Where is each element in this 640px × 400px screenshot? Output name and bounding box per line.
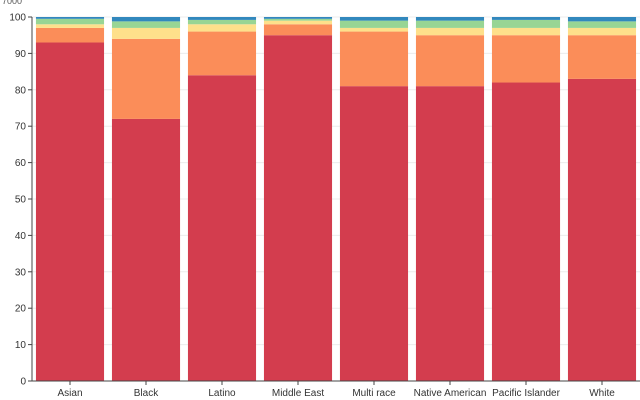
y-tick-label-100: 100 bbox=[9, 13, 26, 24]
y-tick-label-70: 70 bbox=[15, 122, 27, 133]
y-tick-label-0: 0 bbox=[20, 377, 26, 388]
x-tick-label-native-american: Native American bbox=[414, 388, 487, 399]
bar-middle-east-segment-2 bbox=[263, 24, 333, 36]
y-tick-label-10: 10 bbox=[15, 340, 27, 351]
bars bbox=[35, 17, 637, 382]
y-tick-label-50: 50 bbox=[15, 195, 27, 206]
bar-multi-race-segment-2 bbox=[339, 31, 409, 87]
y-tick-label-80: 80 bbox=[15, 85, 27, 96]
bar-native-american-segment-4 bbox=[415, 20, 485, 28]
partial-top-label: 7000 bbox=[2, 0, 22, 6]
bar-latino-segment-2 bbox=[187, 31, 257, 76]
bar-multi-race-segment-3 bbox=[339, 27, 409, 32]
y-axis: 0 10 20 30 40 50 60 70 80 90 100 bbox=[9, 13, 33, 388]
bar-asian-segment-1 bbox=[35, 42, 105, 381]
bar-native-american-segment-5 bbox=[415, 17, 485, 21]
bar-white-segment-5 bbox=[567, 17, 637, 22]
y-tick-label-90: 90 bbox=[15, 49, 27, 60]
bar-white-segment-2 bbox=[567, 35, 637, 79]
bar-latino-segment-3 bbox=[187, 24, 257, 32]
x-axis: Asian Black Latino Middle East Multi race Nat… bbox=[32, 380, 640, 399]
bar-middle-east-segment-4 bbox=[263, 18, 333, 21]
x-tick-label-black: Black bbox=[134, 388, 159, 399]
bar-multi-race-segment-1 bbox=[339, 86, 409, 381]
x-tick-label-asian: Asian bbox=[57, 388, 82, 399]
bar-multi-race-segment-5 bbox=[339, 17, 409, 21]
bar-white-segment-3 bbox=[567, 27, 637, 36]
bar-pacific-islander-segment-5 bbox=[491, 17, 561, 20]
y-tick-label-40: 40 bbox=[15, 231, 27, 242]
bar-pacific-islander-segment-2 bbox=[491, 35, 561, 83]
bar-black-segment-3 bbox=[111, 27, 181, 39]
bar-multi-race-segment-4 bbox=[339, 20, 409, 28]
x-tick-label-middle-east: Middle East bbox=[272, 388, 324, 399]
bar-white-segment-4 bbox=[567, 21, 637, 28]
y-tick-label-30: 30 bbox=[15, 267, 27, 278]
bar-asian-segment-5 bbox=[35, 17, 105, 19]
bar-middle-east-segment-3 bbox=[263, 20, 333, 25]
bar-native-american-segment-2 bbox=[415, 35, 485, 87]
x-tick-label-multi-race: Multi race bbox=[352, 388, 396, 399]
bar-asian-segment-2 bbox=[35, 27, 105, 43]
bar-latino-segment-5 bbox=[187, 17, 257, 20]
bar-latino-segment-4 bbox=[187, 19, 257, 25]
bar-pacific-islander-segment-1 bbox=[491, 82, 561, 382]
bar-native-american-segment-1 bbox=[415, 86, 485, 381]
y-tick-label-20: 20 bbox=[15, 304, 27, 315]
y-tick-label-60: 60 bbox=[15, 158, 27, 169]
bar-black-segment-2 bbox=[111, 38, 181, 119]
bar-black-segment-1 bbox=[111, 118, 181, 382]
bar-middle-east-segment-1 bbox=[263, 35, 333, 381]
bar-black-segment-5 bbox=[111, 17, 181, 22]
bar-asian-segment-3 bbox=[35, 24, 105, 28]
bar-middle-east-segment-5 bbox=[263, 17, 333, 19]
x-tick-label-white: White bbox=[589, 388, 615, 399]
bar-native-american-segment-3 bbox=[415, 27, 485, 36]
x-tick-label-latino: Latino bbox=[208, 388, 236, 399]
bar-white-segment-1 bbox=[567, 78, 637, 381]
bar-pacific-islander-segment-4 bbox=[491, 19, 561, 28]
bar-black-segment-4 bbox=[111, 21, 181, 28]
bar-latino-segment-1 bbox=[187, 75, 257, 382]
bar-pacific-islander-segment-3 bbox=[491, 27, 561, 36]
bar-asian-segment-4 bbox=[35, 18, 105, 25]
x-tick-label-pacific-islander: Pacific Islander bbox=[492, 388, 560, 399]
